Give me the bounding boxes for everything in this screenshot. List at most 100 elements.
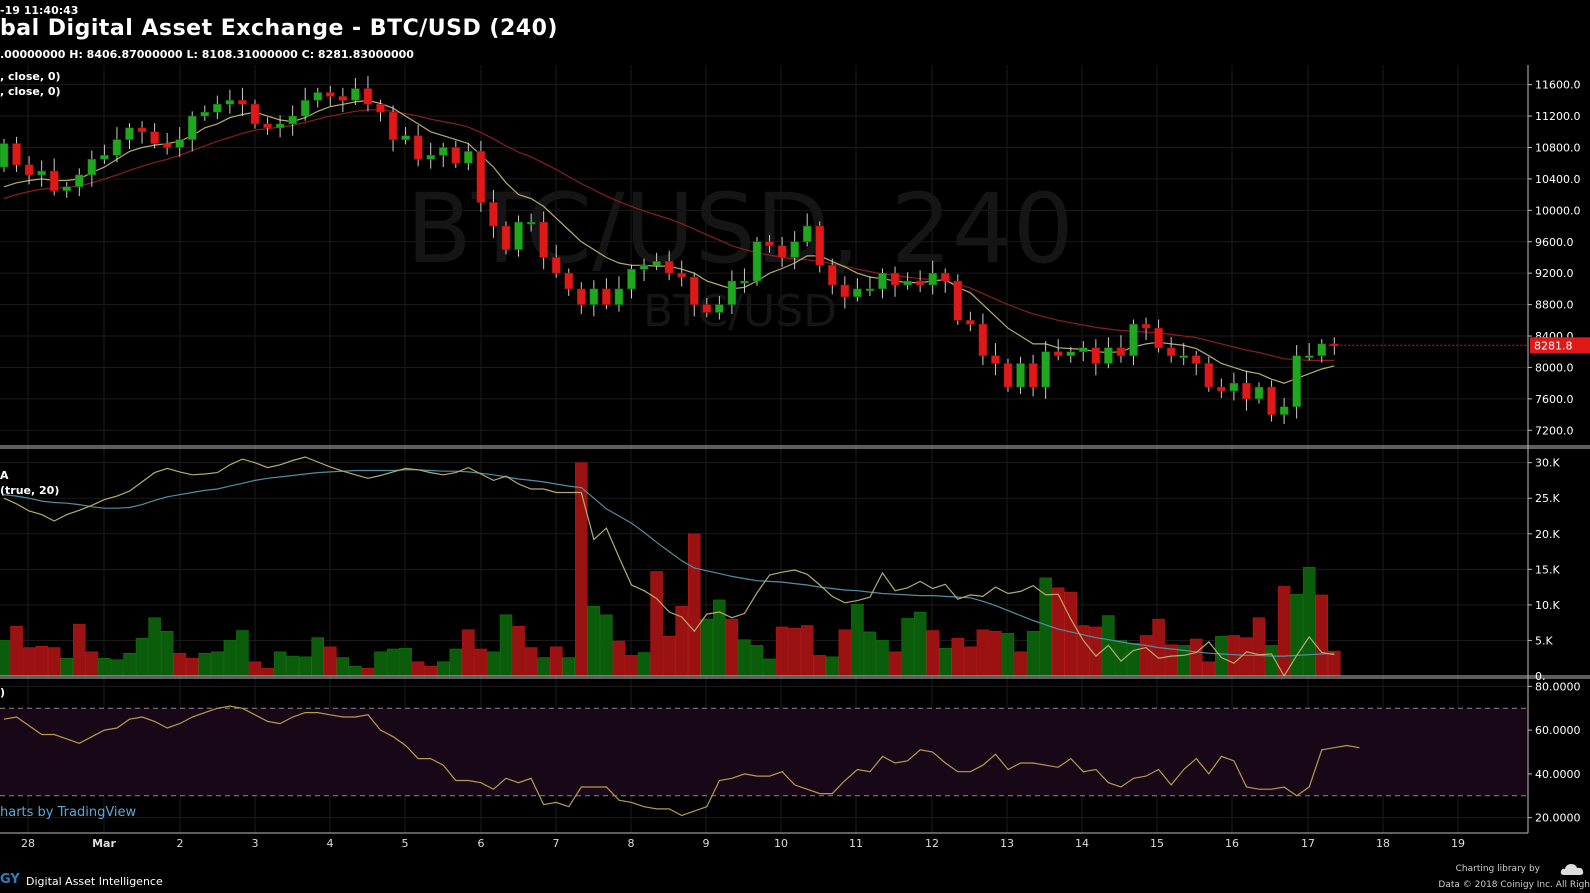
rsi-y-tick-label: 60.0000 <box>1535 724 1581 737</box>
volume-bar <box>738 639 751 677</box>
candle <box>1267 386 1276 415</box>
price-y-tick-label: 7600.0 <box>1535 393 1574 406</box>
volume-bar <box>625 655 638 677</box>
volume-bar <box>248 661 262 677</box>
ma-slow-line <box>3 109 1335 361</box>
volume-bar <box>437 661 450 677</box>
volume-bar <box>286 655 299 677</box>
cloud-icon[interactable] <box>1560 862 1584 876</box>
candle <box>439 147 448 156</box>
candle <box>1016 363 1025 388</box>
volume-bar <box>73 623 86 677</box>
x-tick-label: 11 <box>849 837 863 850</box>
volume-bar <box>386 648 400 677</box>
volume-bar <box>524 647 538 677</box>
volume-bar <box>1051 587 1065 677</box>
volume-bar <box>1026 630 1040 677</box>
candle <box>1179 355 1188 358</box>
rsi-label[interactable]: ) <box>0 686 6 699</box>
candle <box>652 261 661 266</box>
candle <box>602 288 611 305</box>
volume-bar <box>361 667 375 677</box>
candle <box>765 241 774 246</box>
volume-bar <box>236 630 249 677</box>
volume-bar <box>85 651 99 677</box>
volume-pane[interactable] <box>0 456 1341 678</box>
candle <box>1129 323 1138 356</box>
volume-y-tick-label: 30.K <box>1535 457 1560 470</box>
volume-bar <box>148 617 161 677</box>
price-y-tick-label: 10800.0 <box>1535 141 1581 154</box>
volume-bar <box>637 652 651 677</box>
candle <box>1116 347 1126 356</box>
candle <box>802 225 812 243</box>
ma-slow-label[interactable]: , close, 0) <box>0 85 61 98</box>
volume-bar <box>600 614 613 677</box>
volume-bar <box>160 630 174 677</box>
volume-bar <box>650 571 663 677</box>
volume-osc-line <box>3 456 1335 678</box>
watermark: BTC/USD, 240 BTC/USD <box>406 173 1074 337</box>
ma-fast-label[interactable]: , close, 0) <box>0 70 61 83</box>
volume-bar <box>951 638 965 677</box>
x-tick-label: 5 <box>402 837 409 850</box>
volume-label-a[interactable]: A <box>0 469 9 482</box>
price-y-tick-label: 10000.0 <box>1535 204 1581 217</box>
candle <box>740 280 749 284</box>
volume-bar <box>35 645 48 677</box>
volume-bar <box>851 603 864 677</box>
candle <box>677 272 686 278</box>
price-pane[interactable] <box>0 75 1528 425</box>
candle <box>238 100 247 105</box>
candle <box>1217 386 1226 392</box>
volume-bar <box>537 657 550 677</box>
candle <box>1091 347 1101 364</box>
candle <box>1041 351 1050 388</box>
volume-bar <box>449 648 463 677</box>
candle <box>978 323 988 356</box>
volume-bar <box>10 625 23 677</box>
candle <box>87 159 97 176</box>
candle <box>313 92 322 101</box>
volume-bar <box>1001 633 1015 677</box>
candle <box>363 88 373 105</box>
volume-bar <box>1302 566 1316 677</box>
volume-y-tick-label: 25.K <box>1535 492 1560 505</box>
volume-bar <box>60 657 73 677</box>
volume-bar <box>98 657 111 677</box>
candle <box>589 288 599 305</box>
candle <box>840 284 850 297</box>
volume-bar <box>374 651 387 677</box>
candle <box>37 170 46 176</box>
x-tick-label: 15 <box>1150 837 1164 850</box>
candle <box>627 268 636 290</box>
volume-bar <box>336 657 350 677</box>
rsi-y-tick-label: 80.0000 <box>1535 680 1581 693</box>
tradingview-credit-link[interactable]: harts by TradingView <box>0 805 137 820</box>
brand-logo[interactable]: GY <box>0 872 20 887</box>
volume-bar <box>1252 617 1266 677</box>
volume-bar <box>713 599 726 677</box>
ohlc-readout: .00000000 H: 8406.87000000 L: 8108.31000… <box>0 48 414 61</box>
volume-bar <box>474 648 488 677</box>
candle <box>564 272 573 290</box>
candle <box>727 280 737 305</box>
candle <box>326 92 335 97</box>
charting-library-credit[interactable]: Charting library by <box>1455 864 1540 874</box>
volume-bar <box>939 648 952 677</box>
candle <box>175 139 184 148</box>
volume-bar <box>22 647 36 677</box>
volume-bar <box>838 629 852 677</box>
x-tick-label: 2 <box>177 837 184 850</box>
candle <box>351 88 360 101</box>
candle <box>1079 347 1088 352</box>
candle <box>790 241 799 258</box>
volume-bar <box>976 629 990 677</box>
rsi-pane[interactable] <box>0 705 1528 817</box>
volume-ma-line <box>3 469 1335 657</box>
candle <box>702 304 712 313</box>
volume-bar <box>587 606 601 677</box>
volume-bar <box>1190 638 1203 677</box>
volume-label-b[interactable]: (true, 20) <box>0 484 60 497</box>
